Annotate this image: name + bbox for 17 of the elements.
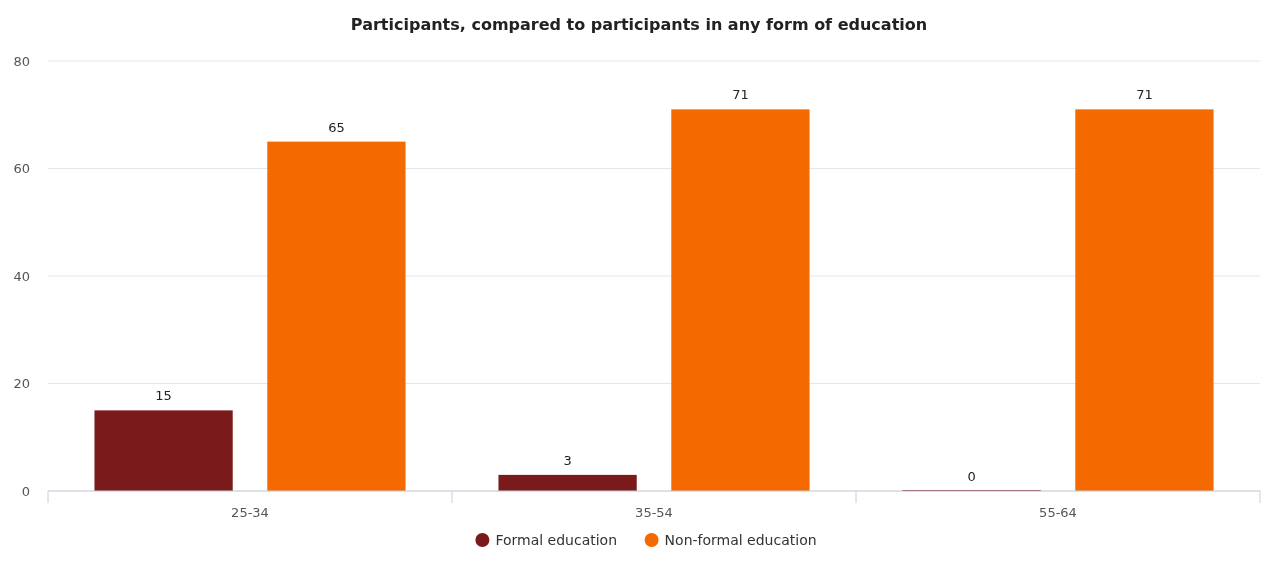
x-tick-label: 55-64 bbox=[1039, 505, 1077, 520]
x-tick-label: 35-54 bbox=[635, 505, 673, 520]
y-tick-label: 80 bbox=[13, 53, 30, 69]
data-label: 15 bbox=[155, 388, 172, 404]
x-tick-label: 25-34 bbox=[231, 505, 269, 520]
y-tick-label: 0 bbox=[21, 483, 30, 499]
legend-label: Formal education bbox=[495, 532, 618, 548]
y-tick-label: 40 bbox=[13, 268, 30, 284]
data-label: 0 bbox=[967, 469, 976, 484]
y-tick-label: 60 bbox=[13, 161, 30, 177]
legend-label: Non-formal education bbox=[664, 532, 817, 548]
y-tick-label: 20 bbox=[13, 376, 30, 392]
chart-title: Participants, compared to participants in any form of education bbox=[350, 15, 928, 34]
data-label: 3 bbox=[563, 452, 572, 468]
data-label: 71 bbox=[732, 87, 749, 103]
data-label: 71 bbox=[1136, 87, 1153, 103]
data-label: 65 bbox=[328, 119, 345, 135]
